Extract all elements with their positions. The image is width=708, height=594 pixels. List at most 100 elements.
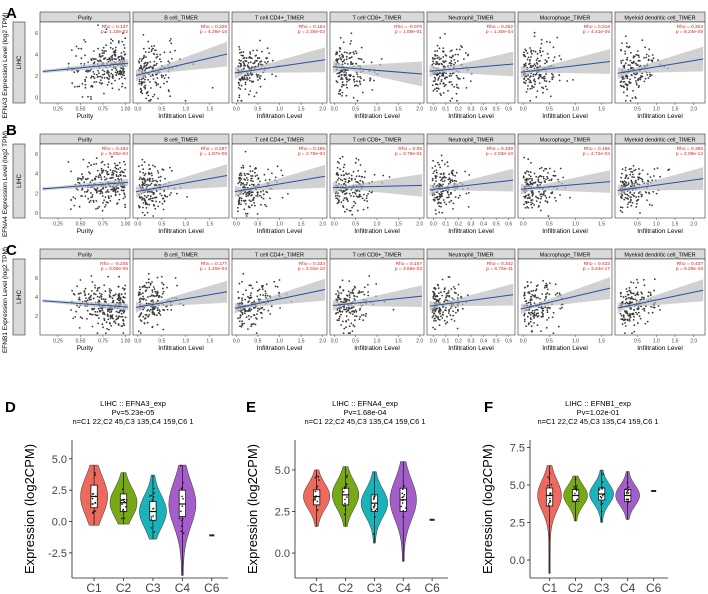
violin-title-line: Pv=1.02e-01 <box>577 408 620 417</box>
confidence-band <box>429 51 514 78</box>
y-axis-label: EFNA4 Expression Level (log2 TPM) <box>2 131 9 237</box>
data-point <box>442 50 445 53</box>
data-point <box>524 181 527 184</box>
data-point <box>554 174 557 177</box>
data-point <box>239 78 242 81</box>
data-point <box>635 286 637 289</box>
data-point <box>339 57 342 60</box>
data-point <box>240 54 243 57</box>
data-point <box>169 95 172 98</box>
confidence-band <box>332 60 423 87</box>
data-point <box>542 175 545 178</box>
data-point <box>529 171 532 174</box>
data-point <box>624 196 627 199</box>
data-point <box>256 75 259 78</box>
x-tick-label: 1.0 <box>276 222 283 228</box>
data-point <box>443 201 446 204</box>
data-point <box>87 197 90 200</box>
data-point <box>523 320 526 323</box>
rho-value: Rho = 0.304 <box>677 24 704 30</box>
data-point <box>117 55 120 58</box>
data-point <box>455 92 458 95</box>
data-point <box>114 166 117 169</box>
data-point <box>348 209 351 212</box>
data-point <box>622 319 625 322</box>
data-point <box>352 324 355 326</box>
data-point <box>254 171 256 174</box>
violin-point <box>94 474 97 476</box>
data-point <box>170 169 173 172</box>
data-point <box>124 77 126 80</box>
p-value: p = 9.28e-18 <box>676 266 703 272</box>
data-point <box>370 191 373 194</box>
data-point <box>265 57 268 60</box>
data-point <box>147 296 149 298</box>
data-point <box>548 293 551 296</box>
data-point <box>365 194 368 197</box>
violin-point <box>153 487 155 490</box>
data-point <box>122 332 125 334</box>
data-point <box>240 84 243 87</box>
violin-point <box>547 504 550 507</box>
data-point <box>623 64 626 67</box>
data-point <box>342 301 345 304</box>
violin-point <box>401 502 404 504</box>
rho-value: Rho = 0.342 <box>487 261 514 267</box>
data-point <box>556 36 559 39</box>
data-point <box>99 79 102 82</box>
data-point <box>170 309 173 311</box>
data-point <box>626 184 628 187</box>
data-point <box>630 167 632 170</box>
data-point <box>545 197 548 199</box>
x-tick-label: 0.5 <box>634 339 641 345</box>
data-point <box>113 51 116 54</box>
x-tick-label: C4 <box>620 581 636 594</box>
data-point <box>450 179 452 182</box>
data-point <box>351 289 354 292</box>
data-point <box>75 45 78 48</box>
data-point <box>622 296 625 298</box>
data-point <box>352 292 355 295</box>
strip-title: Myeloid dendritic cell_TIMER <box>624 16 695 22</box>
data-point <box>451 97 453 100</box>
data-point <box>442 189 445 192</box>
regression-line <box>520 61 611 73</box>
data-point <box>84 287 87 290</box>
data-point <box>548 306 550 309</box>
data-point <box>84 294 86 297</box>
violin-title-line: LIHC :: EFNB1_exp <box>565 399 631 408</box>
data-point <box>346 208 348 211</box>
data-point <box>155 64 157 66</box>
data-point <box>123 324 126 327</box>
data-point <box>142 315 145 318</box>
violin-point <box>92 492 95 495</box>
x-tick-label: C2 <box>116 581 132 594</box>
data-point <box>351 206 353 209</box>
data-point <box>434 309 437 312</box>
data-point <box>115 174 118 176</box>
data-point <box>624 50 626 53</box>
x-tick-label: 0.0 <box>520 107 527 113</box>
data-point <box>118 193 121 196</box>
violin-point <box>346 496 348 498</box>
data-point <box>245 177 248 179</box>
data-point <box>533 172 536 175</box>
data-point <box>97 307 100 310</box>
data-point <box>624 35 627 38</box>
x-tick-label: 0.5 <box>546 222 553 228</box>
data-point <box>144 78 146 81</box>
violin-point <box>626 491 628 494</box>
data-point <box>648 203 651 206</box>
data-point <box>102 313 104 315</box>
data-point <box>78 205 81 208</box>
data-point <box>96 190 98 193</box>
data-point <box>263 308 265 311</box>
data-point <box>546 311 549 314</box>
data-point <box>542 192 545 195</box>
data-point <box>100 178 103 181</box>
data-point <box>373 79 375 82</box>
x-tick-label: C6 <box>204 581 220 594</box>
x-tick-label: 0.0 <box>233 222 240 228</box>
